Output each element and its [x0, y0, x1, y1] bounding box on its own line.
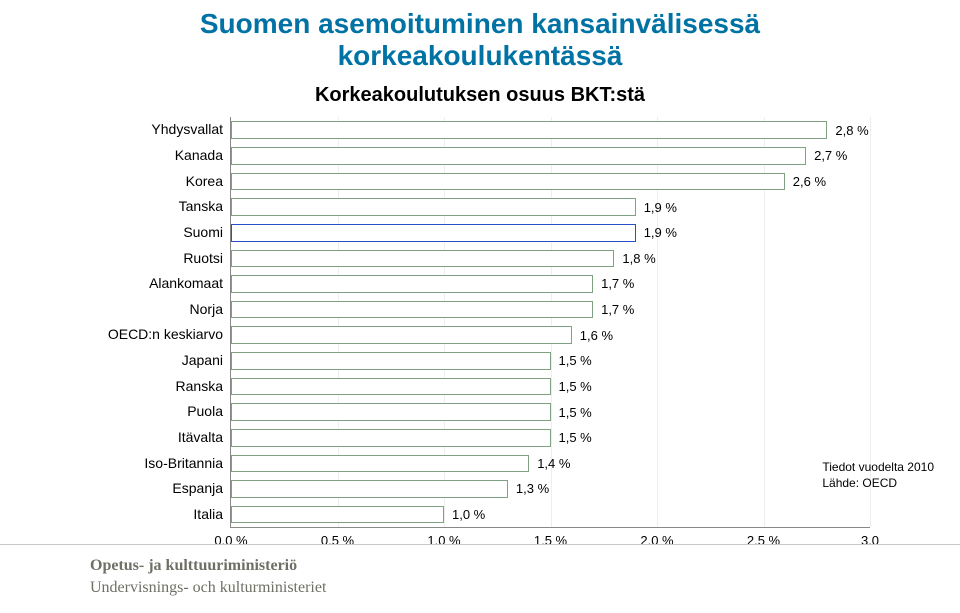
bar	[231, 198, 636, 216]
category-label: Espanja	[83, 476, 231, 502]
chart-row: Espanja1,3 %	[231, 476, 870, 502]
bar	[231, 326, 572, 344]
chart-row: Suomi1,9 %	[231, 220, 870, 246]
page-title: Suomen asemoituminen kansainvälisessä ko…	[0, 0, 960, 72]
footer: Opetus- ja kulttuuriministeriö Undervisn…	[0, 544, 960, 613]
bar-chart: 0,0 %0,5 %1,0 %1,5 %2,0 %2,5 %3,0 %Yhdys…	[230, 117, 870, 528]
category-label: OECD:n keskiarvo	[83, 322, 231, 348]
footer-line2: Undervisnings- och kulturministeriet	[90, 577, 960, 599]
footer-line1: Opetus- ja kulttuuriministeriö	[90, 555, 960, 577]
bar	[231, 250, 614, 268]
chart-row: Puola1,5 %	[231, 399, 870, 425]
category-label: Ruotsi	[83, 246, 231, 272]
category-label: Alankomaat	[83, 271, 231, 297]
value-label: 1,3 %	[508, 480, 549, 498]
category-label: Kanada	[83, 143, 231, 169]
chart-row: Italia1,0 %	[231, 502, 870, 528]
bar	[231, 275, 593, 293]
bar	[231, 455, 529, 473]
chart-row: Yhdysvallat2,8 %	[231, 117, 870, 143]
category-label: Puola	[83, 399, 231, 425]
category-label: Korea	[83, 169, 231, 195]
chart-subtitle: Korkeakoulutuksen osuus BKT:stä	[0, 84, 960, 107]
value-label: 1,7 %	[593, 301, 634, 319]
category-label: Suomi	[83, 220, 231, 246]
title-line-2: korkeakoulukentässä	[338, 40, 623, 71]
bar	[231, 429, 551, 447]
chart-row: Ruotsi1,8 %	[231, 246, 870, 272]
chart-row: Tanska1,9 %	[231, 194, 870, 220]
chart-row: Itävalta1,5 %	[231, 425, 870, 451]
note-line1: Tiedot vuodelta 2010	[822, 460, 934, 476]
title-line-1: Suomen asemoituminen kansainvälisessä	[200, 8, 760, 39]
bar	[231, 121, 827, 139]
value-label: 1,4 %	[529, 455, 570, 473]
chart-row: Alankomaat1,7 %	[231, 271, 870, 297]
category-label: Tanska	[83, 194, 231, 220]
note-line2: Lähde: OECD	[822, 476, 934, 492]
bar	[231, 173, 785, 191]
value-label: 1,9 %	[636, 224, 677, 242]
category-label: Ranska	[83, 374, 231, 400]
bar	[231, 301, 593, 319]
category-label: Yhdysvallat	[83, 117, 231, 143]
value-label: 1,5 %	[551, 352, 592, 370]
bar	[231, 352, 551, 370]
category-label: Iso-Britannia	[83, 451, 231, 477]
chart-row: Ranska1,5 %	[231, 374, 870, 400]
bar	[231, 403, 551, 421]
value-label: 1,9 %	[636, 198, 677, 216]
chart-row: Korea2,6 %	[231, 169, 870, 195]
value-label: 2,8 %	[827, 121, 868, 139]
value-label: 1,5 %	[551, 429, 592, 447]
chart-row: OECD:n keskiarvo1,6 %	[231, 322, 870, 348]
source-note: Tiedot vuodelta 2010 Lähde: OECD	[822, 460, 934, 491]
value-label: 1,0 %	[444, 506, 485, 524]
category-label: Italia	[83, 502, 231, 528]
value-label: 1,5 %	[551, 378, 592, 396]
value-label: 1,7 %	[593, 275, 634, 293]
bar	[231, 147, 806, 165]
category-label: Itävalta	[83, 425, 231, 451]
bar	[231, 378, 551, 396]
value-label: 1,8 %	[614, 250, 655, 268]
value-label: 1,5 %	[551, 403, 592, 421]
bar	[231, 480, 508, 498]
chart-row: Japani1,5 %	[231, 348, 870, 374]
value-label: 2,7 %	[806, 147, 847, 165]
category-label: Japani	[83, 348, 231, 374]
chart-row: Iso-Britannia1,4 %	[231, 451, 870, 477]
category-label: Norja	[83, 297, 231, 323]
bar	[231, 224, 636, 242]
chart-container: 0,0 %0,5 %1,0 %1,5 %2,0 %2,5 %3,0 %Yhdys…	[90, 117, 870, 528]
value-label: 2,6 %	[785, 173, 826, 191]
value-label: 1,6 %	[572, 326, 613, 344]
bar	[231, 506, 444, 524]
chart-row: Norja1,7 %	[231, 297, 870, 323]
chart-row: Kanada2,7 %	[231, 143, 870, 169]
